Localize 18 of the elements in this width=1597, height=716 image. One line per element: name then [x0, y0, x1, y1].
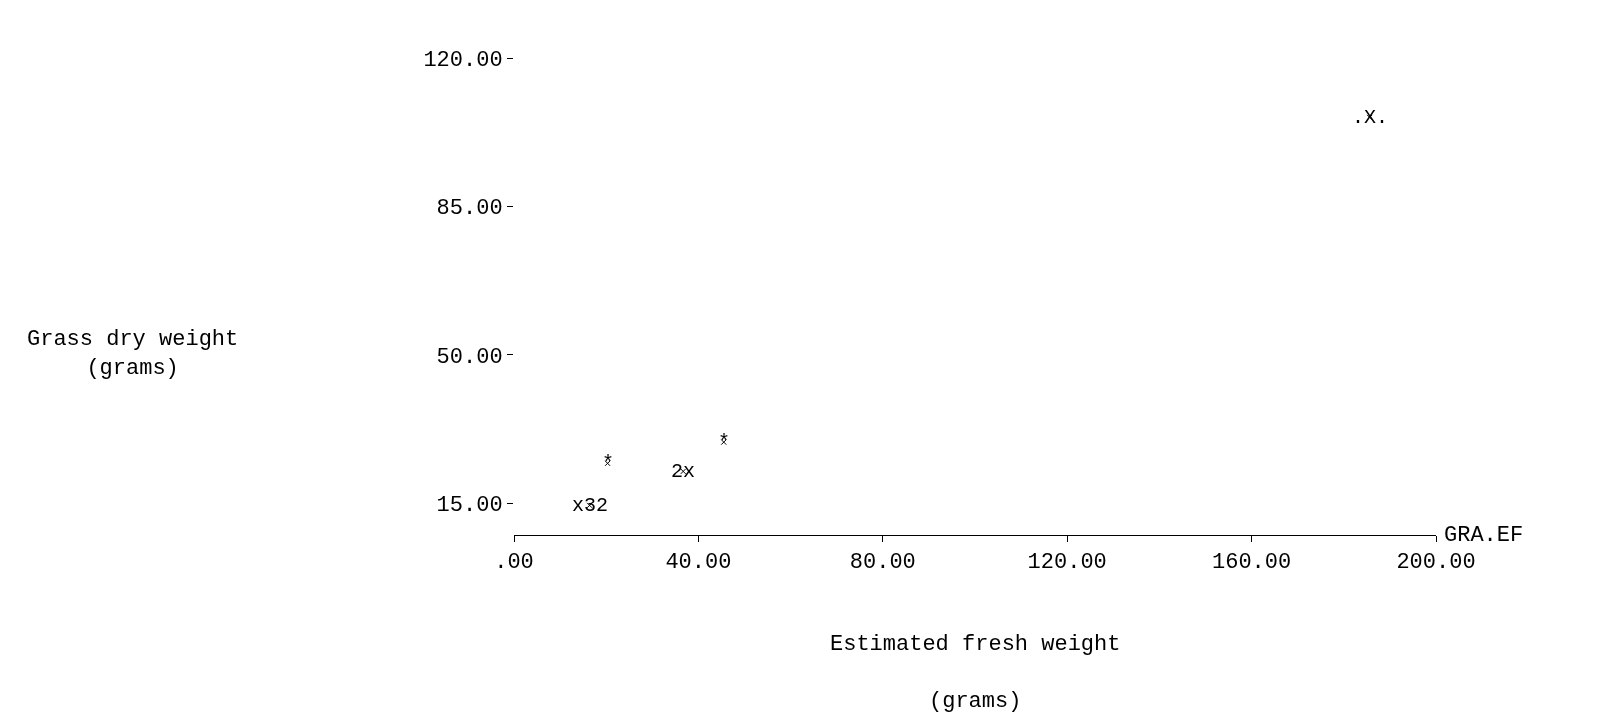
- annotation: .X.: [1352, 106, 1389, 129]
- x-tick-label: 40.00: [665, 550, 732, 576]
- annotation: *: [602, 452, 615, 475]
- text: GRA.EF: [1444, 523, 1524, 548]
- text: Grass dry weight (grams): [27, 327, 239, 381]
- annotation: x32: [572, 494, 609, 517]
- x-tick-label: 160.00: [1211, 550, 1292, 576]
- x-tick-label: 200.00: [1396, 550, 1476, 576]
- x-tick-label: 120.00: [1027, 550, 1107, 576]
- y-tick-label: 15.00: [436, 492, 503, 518]
- y-tick-label: 50.00: [436, 344, 503, 370]
- annotation: *: [718, 431, 731, 454]
- x-tick-label: .00: [494, 550, 534, 576]
- y-tick-label: 120.00: [423, 47, 503, 73]
- annotation: 2x: [671, 460, 696, 483]
- y-tick-label: 85.00: [436, 196, 503, 222]
- text: Estimated fresh weight (grams): [830, 632, 1121, 715]
- x-tick-label: 80.00: [849, 550, 916, 576]
